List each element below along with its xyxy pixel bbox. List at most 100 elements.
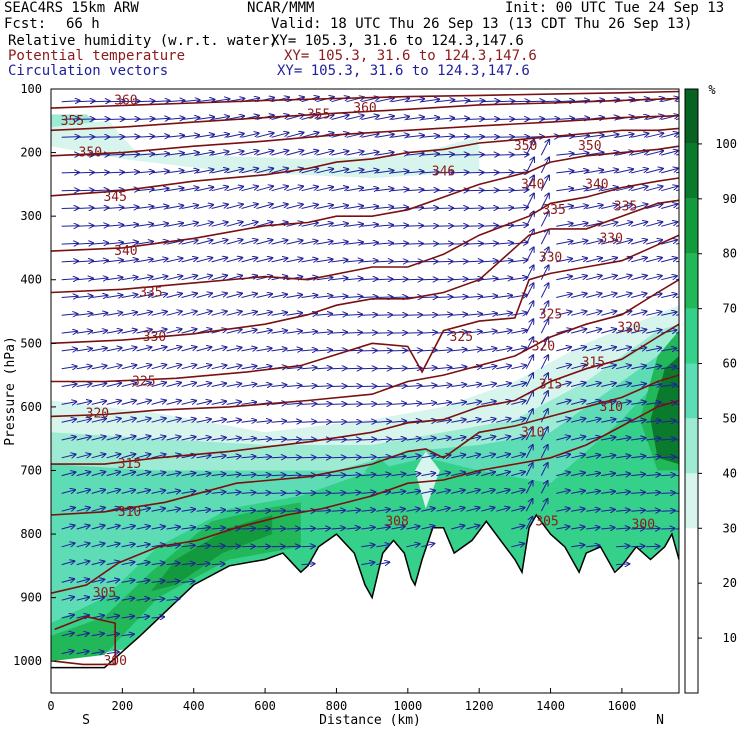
- circulation-vector: [106, 242, 123, 244]
- circulation-vector: [136, 154, 154, 155]
- circulation-vector: [525, 194, 534, 209]
- x-tick-label: 1400: [536, 699, 565, 713]
- circulation-vector: [571, 241, 587, 245]
- circulation-vector: [556, 153, 573, 155]
- circulation-vector: [271, 294, 288, 297]
- circulation-vector: [241, 330, 257, 333]
- circulation-vector: [616, 546, 629, 547]
- circulation-vector: [496, 383, 511, 386]
- circulation-vector: [166, 383, 182, 387]
- circulation-vector: [616, 474, 630, 476]
- circulation-vector: [601, 437, 615, 440]
- circulation-vector: [106, 383, 122, 387]
- circulation-vector: [226, 151, 244, 156]
- circulation-vector: [631, 366, 646, 369]
- circulation-vector: [376, 279, 392, 280]
- circulation-vector: [181, 153, 199, 156]
- circulation-vector: [451, 526, 464, 530]
- circulation-vector: [331, 242, 348, 244]
- circulation-vector: [136, 101, 155, 102]
- circulation-vector: [540, 463, 547, 476]
- circulation-vector: [61, 296, 78, 297]
- circulation-vector: [166, 563, 180, 565]
- circulation-vector: [451, 384, 466, 386]
- field-theta-name: Potential temperature: [8, 48, 186, 64]
- colorbar-frame: [684, 88, 699, 694]
- circulation-vector: [61, 349, 77, 351]
- circulation-vector: [136, 598, 150, 600]
- circulation-vector: [361, 315, 377, 316]
- circulation-vector: [211, 528, 225, 529]
- theta-contour-label: 340: [521, 177, 544, 192]
- circulation-vector: [91, 454, 106, 459]
- circulation-vector: [406, 438, 420, 440]
- circulation-vector: [241, 186, 259, 192]
- circulation-vector: [661, 511, 675, 512]
- circulation-vector: [540, 427, 548, 441]
- circulation-vector: [631, 420, 645, 422]
- circulation-vector: [571, 170, 588, 173]
- circulation-vector: [76, 119, 95, 120]
- circulation-vector: [466, 101, 484, 102]
- circulation-vector: [166, 509, 181, 512]
- circulation-vector: [571, 527, 584, 529]
- circulation-vector: [391, 297, 407, 298]
- circulation-vector: [136, 383, 152, 387]
- circulation-vector: [406, 509, 419, 512]
- circulation-vector: [91, 243, 108, 244]
- circulation-vector: [241, 151, 259, 156]
- circulation-vector: [91, 295, 108, 297]
- circulation-vector: [121, 330, 137, 333]
- circulation-vector: [676, 457, 679, 459]
- circulation-vector: [181, 365, 197, 370]
- circulation-vector: [661, 222, 677, 227]
- circulation-vector: [511, 383, 526, 387]
- circulation-vector: [540, 247, 548, 263]
- circulation-vector: [481, 261, 497, 262]
- circulation-vector: [406, 333, 422, 334]
- circulation-vector: [526, 119, 544, 120]
- circulation-vector: [106, 313, 123, 316]
- circulation-vector: [540, 176, 549, 191]
- circulation-vector: [286, 204, 303, 209]
- circulation-vector: [525, 140, 534, 156]
- circulation-vector: [136, 206, 154, 208]
- circulation-vector: [391, 117, 409, 120]
- circulation-vector: [631, 528, 645, 529]
- x-tick-label: 1200: [465, 699, 494, 713]
- circulation-vector: [331, 314, 348, 315]
- circulation-vector: [571, 437, 585, 441]
- circulation-vector: [346, 439, 361, 440]
- circulation-vector: [376, 134, 393, 137]
- circulation-vector: [61, 525, 75, 529]
- circulation-vector: [106, 172, 124, 173]
- circulation-vector: [496, 436, 510, 441]
- circulation-vector: [271, 151, 289, 156]
- circulation-vector: [76, 243, 94, 244]
- circulation-vector: [301, 386, 317, 387]
- circulation-vector: [391, 456, 405, 458]
- circulation-vector: [601, 205, 617, 209]
- circulation-vector: [286, 151, 304, 156]
- circulation-vector: [421, 455, 435, 457]
- circulation-vector: [586, 473, 600, 476]
- circulation-vector: [256, 294, 273, 298]
- y-tick-label: 200: [20, 146, 42, 160]
- circulation-vector: [586, 293, 601, 298]
- circulation-vector: [136, 472, 151, 476]
- circulation-vector: [91, 331, 107, 334]
- circulation-vector: [331, 278, 348, 280]
- circulation-vector: [361, 545, 374, 547]
- circulation-vector: [525, 517, 532, 530]
- circulation-vector: [301, 115, 319, 120]
- circulation-vector: [271, 133, 289, 138]
- circulation-vector: [316, 350, 332, 351]
- circulation-vector: [481, 243, 498, 244]
- circulation-vector: [376, 297, 392, 298]
- circulation-vector: [556, 188, 573, 190]
- circulation-vector: [256, 348, 272, 351]
- circulation-vector: [286, 529, 301, 530]
- circulation-vector: [451, 437, 465, 440]
- circulation-vector: [361, 562, 374, 564]
- circulation-vector: [151, 259, 168, 262]
